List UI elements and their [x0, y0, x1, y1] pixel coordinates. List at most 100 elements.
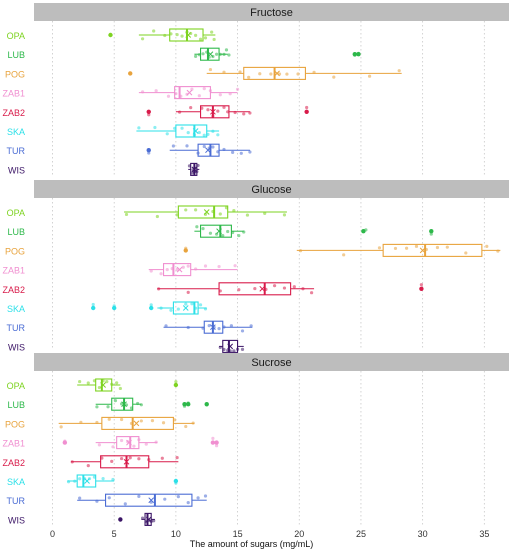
data-point	[187, 164, 192, 168]
outlier-point	[352, 52, 357, 57]
data-point	[282, 286, 287, 290]
data-point	[100, 456, 104, 460]
data-point	[140, 90, 145, 94]
data-point	[205, 50, 209, 54]
data-point	[238, 70, 242, 74]
box	[197, 143, 220, 157]
data-point	[203, 264, 208, 268]
data-point	[197, 53, 201, 57]
data-point	[233, 110, 237, 115]
data-point	[137, 494, 141, 498]
data-point	[202, 87, 206, 91]
data-point	[155, 214, 159, 219]
data-point	[118, 386, 122, 391]
data-point	[124, 212, 129, 217]
data-point	[367, 74, 372, 78]
mean-marker	[123, 458, 130, 465]
category-label: TUR	[7, 323, 26, 333]
data-point	[233, 264, 237, 268]
data-point	[150, 419, 155, 423]
data-point	[149, 269, 153, 273]
data-point	[86, 381, 90, 385]
data-point	[163, 497, 167, 501]
data-point	[247, 75, 251, 79]
data-point	[200, 106, 204, 110]
box	[172, 301, 199, 315]
data-point	[217, 327, 221, 331]
data-point	[404, 246, 409, 250]
data-point	[189, 106, 193, 110]
mean-marker	[274, 70, 280, 77]
box	[101, 416, 174, 430]
data-point	[424, 247, 428, 252]
category-label: WIS	[8, 342, 25, 352]
data-point	[185, 92, 189, 96]
data-point	[298, 249, 303, 253]
outlier-point	[146, 109, 151, 115]
data-point	[228, 92, 232, 96]
data-point	[214, 444, 219, 448]
data-point	[175, 455, 179, 460]
data-point	[198, 303, 203, 307]
data-point	[332, 75, 336, 79]
data-point	[419, 283, 424, 287]
data-point	[186, 325, 190, 330]
data-point	[173, 418, 177, 422]
data-point	[245, 213, 250, 217]
data-point	[342, 253, 346, 257]
data-point	[194, 54, 198, 58]
category-label: WIS	[8, 515, 25, 525]
data-point	[235, 347, 240, 351]
data-point	[174, 92, 178, 96]
category-label: ZAB2	[2, 108, 25, 118]
category-label: ZAB1	[2, 439, 25, 449]
data-point	[496, 249, 500, 253]
data-point	[175, 213, 179, 217]
data-point	[218, 93, 222, 97]
data-point	[202, 144, 206, 149]
mean-marker	[210, 324, 216, 331]
mean-marker	[207, 51, 214, 58]
category-label: POG	[5, 419, 25, 429]
category-label: TUR	[7, 496, 26, 506]
data-point	[105, 379, 109, 384]
data-point	[140, 37, 145, 41]
data-point	[119, 417, 124, 422]
panel-strip	[34, 3, 509, 21]
mean-marker	[216, 228, 222, 235]
box	[175, 124, 208, 138]
data-point	[196, 496, 200, 500]
outlier-point	[183, 248, 188, 253]
data-point	[173, 126, 177, 130]
data-point	[222, 325, 226, 329]
data-point	[165, 267, 169, 272]
x-tick-label: 20	[294, 529, 304, 539]
box	[218, 282, 292, 296]
mean-marker	[205, 147, 211, 154]
data-point	[207, 323, 211, 328]
box	[174, 86, 211, 100]
data-point	[224, 48, 229, 52]
data-point	[111, 477, 115, 482]
data-point	[113, 399, 118, 403]
category-label: TUR	[7, 146, 26, 156]
x-tick-label: 15	[233, 529, 243, 539]
data-point	[206, 132, 210, 136]
data-point	[137, 457, 141, 461]
data-point	[169, 308, 173, 312]
data-point	[216, 133, 220, 137]
data-point	[218, 52, 222, 57]
data-point	[249, 324, 253, 328]
data-point	[218, 212, 222, 216]
mean-marker	[185, 32, 192, 38]
data-point	[231, 230, 235, 235]
outlier-point	[419, 286, 424, 291]
category-label: WIS	[8, 165, 25, 175]
mean-marker	[191, 166, 198, 173]
data-point	[190, 302, 194, 306]
data-point	[194, 208, 198, 212]
panel-strip	[34, 353, 509, 371]
data-point	[95, 499, 99, 503]
data-point	[176, 494, 180, 499]
